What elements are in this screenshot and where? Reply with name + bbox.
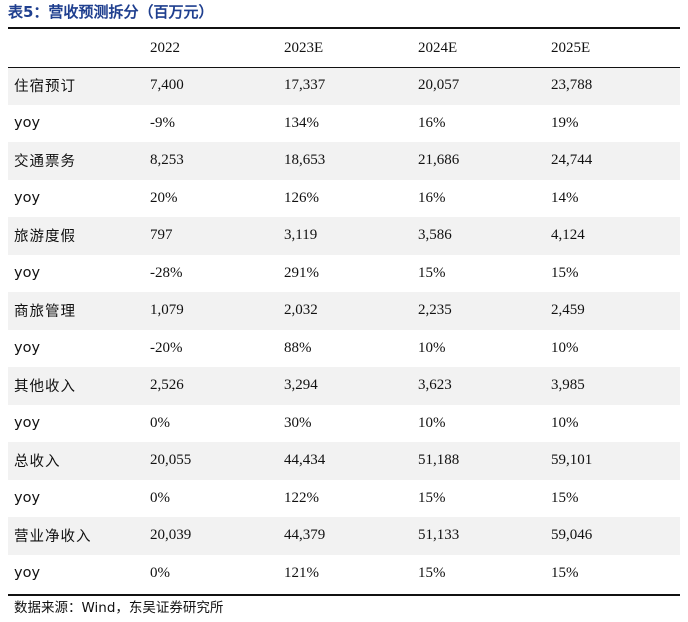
table-cell: 0% xyxy=(150,564,170,581)
table-cell: 0% xyxy=(150,414,170,431)
row-label: 商旅管理 xyxy=(14,304,76,321)
table-cell: 20,055 xyxy=(150,452,192,469)
table-cell: 24,744 xyxy=(551,152,593,169)
table-cell: 18,653 xyxy=(284,152,326,169)
row-label: yoy xyxy=(14,265,41,282)
table-row: 其他收入 2,526 3,294 3,623 3,985 xyxy=(8,367,680,405)
table-cell: 8,253 xyxy=(150,152,184,169)
table-cell: 59,046 xyxy=(551,527,593,544)
table-title: 表5：营收预测拆分（百万元） xyxy=(8,3,214,21)
table-cell: 2,235 xyxy=(418,302,452,319)
table-cell: 19% xyxy=(551,114,579,131)
table-row: yoy 0% 122% 15% 15% xyxy=(8,480,680,518)
table-cell: 30% xyxy=(284,414,312,431)
table-body: 住宿预订 7,400 17,337 20,057 23,788 yoy -9% 134% 16%… xyxy=(8,67,680,592)
table-row: yoy -20% 88% 10% 10% xyxy=(8,330,680,368)
table-cell: 16% xyxy=(418,114,446,131)
table-cell: 2,032 xyxy=(284,302,318,319)
row-label: yoy xyxy=(14,115,41,132)
table-row: yoy -9% 134% 16% 19% xyxy=(8,105,680,143)
table-cell: 15% xyxy=(418,564,446,581)
table-cell: 797 xyxy=(150,227,173,244)
row-label: 其他收入 xyxy=(14,379,76,396)
table-cell: 126% xyxy=(284,189,319,206)
table-cell: 10% xyxy=(551,414,579,431)
table-cell: -9% xyxy=(150,114,175,131)
table-cell: 16% xyxy=(418,189,446,206)
table-cell: 44,434 xyxy=(284,452,326,469)
table-cell: 44,379 xyxy=(284,527,326,544)
table-cell: 121% xyxy=(284,564,319,581)
table-cell: 59,101 xyxy=(551,452,593,469)
table-header-row: 2022 2023E 2024E 2025E xyxy=(8,29,680,67)
table-bottom-rule xyxy=(8,594,680,596)
revenue-forecast-table: 2022 2023E 2024E 2025E 住宿预订 7,400 17,337 20… xyxy=(8,29,680,592)
table-cell: 4,124 xyxy=(551,227,585,244)
header-cell-2024e: 2024E xyxy=(418,39,458,56)
table-cell: -20% xyxy=(150,339,183,356)
table-cell: 20,057 xyxy=(418,77,460,94)
table-cell: 10% xyxy=(418,414,446,431)
table-cell: 7,400 xyxy=(150,77,184,94)
table-row: 商旅管理 1,079 2,032 2,235 2,459 xyxy=(8,292,680,330)
table-cell: 51,133 xyxy=(418,527,460,544)
table-row: 旅游度假 797 3,119 3,586 4,124 xyxy=(8,217,680,255)
table-row: yoy 0% 121% 15% 15% xyxy=(8,555,680,593)
table-cell: 3,119 xyxy=(284,227,318,244)
table-cell: 15% xyxy=(551,489,579,506)
table-top-rule xyxy=(8,27,680,29)
table-cell: 10% xyxy=(418,339,446,356)
table-row: yoy 0% 30% 10% 10% xyxy=(8,405,680,443)
table-cell: 3,623 xyxy=(418,377,452,394)
header-cell-2025e: 2025E xyxy=(551,39,591,56)
table-cell: 51,188 xyxy=(418,452,460,469)
table-cell: 10% xyxy=(551,339,579,356)
table-cell: 20,039 xyxy=(150,527,192,544)
table-header-rule xyxy=(8,67,680,68)
table-row: 总收入 20,055 44,434 51,188 59,101 xyxy=(8,442,680,480)
table-cell: 15% xyxy=(551,264,579,281)
table-cell: 88% xyxy=(284,339,312,356)
table-cell: 134% xyxy=(284,114,319,131)
table-cell: 15% xyxy=(551,564,579,581)
header-cell-2022: 2022 xyxy=(150,39,180,56)
table-row: yoy 20% 126% 16% 14% xyxy=(8,180,680,218)
table-cell: 14% xyxy=(551,189,579,206)
row-label: yoy xyxy=(14,415,41,432)
table-cell: 2,526 xyxy=(150,377,184,394)
row-label: yoy xyxy=(14,190,41,207)
table-cell: 2,459 xyxy=(551,302,585,319)
table-row: 交通票务 8,253 18,653 21,686 24,744 xyxy=(8,142,680,180)
table-cell: 17,337 xyxy=(284,77,326,94)
row-label: 住宿预订 xyxy=(14,79,76,96)
header-cell-2023e: 2023E xyxy=(284,39,324,56)
table-cell: 20% xyxy=(150,189,178,206)
table-cell: 0% xyxy=(150,489,170,506)
source-note: 数据来源：Wind，东吴证券研究所 xyxy=(14,600,224,616)
table-row: 营业净收入 20,039 44,379 51,133 59,046 xyxy=(8,517,680,555)
table-cell: 3,294 xyxy=(284,377,318,394)
table-cell: 122% xyxy=(284,489,319,506)
row-label: 总收入 xyxy=(14,454,61,471)
table-cell: 15% xyxy=(418,489,446,506)
table-cell: 23,788 xyxy=(551,77,593,94)
row-label: 旅游度假 xyxy=(14,229,76,246)
table-cell: -28% xyxy=(150,264,183,281)
table-row: 住宿预订 7,400 17,337 20,057 23,788 xyxy=(8,67,680,105)
table-cell: 3,586 xyxy=(418,227,452,244)
table-cell: 3,985 xyxy=(551,377,585,394)
row-label: yoy xyxy=(14,340,41,357)
table-cell: 1,079 xyxy=(150,302,184,319)
row-label: yoy xyxy=(14,490,41,507)
row-label: 交通票务 xyxy=(14,154,76,171)
row-label: yoy xyxy=(14,565,41,582)
table-cell: 21,686 xyxy=(418,152,460,169)
table-cell: 291% xyxy=(284,264,319,281)
row-label: 营业净收入 xyxy=(14,529,92,546)
table-cell: 15% xyxy=(418,264,446,281)
table-row: yoy -28% 291% 15% 15% xyxy=(8,255,680,293)
